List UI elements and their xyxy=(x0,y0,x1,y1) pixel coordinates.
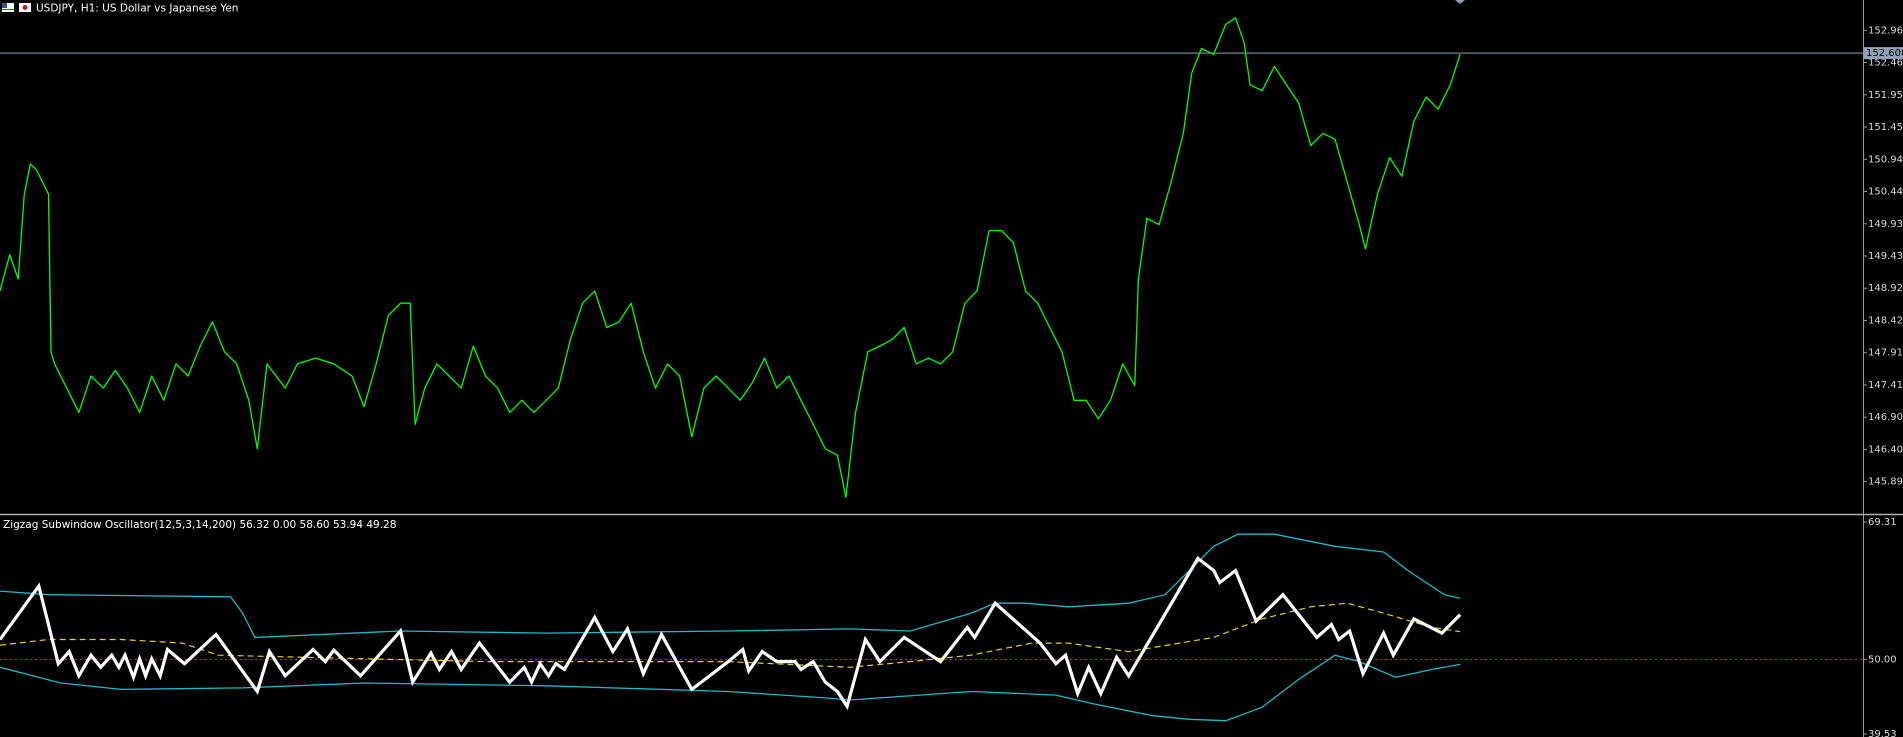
flag-icon-canton xyxy=(2,3,7,8)
indicator-line xyxy=(0,533,1461,639)
y-tick-label: 50.00 xyxy=(1868,654,1897,665)
y-tick-label: 150.945 xyxy=(1868,154,1903,165)
y-tick-label: 146.905 xyxy=(1868,412,1903,423)
y-tick-label: 149.43 xyxy=(1868,251,1903,262)
indicator-line xyxy=(0,654,1461,722)
flag-icon-sun xyxy=(22,5,28,10)
y-tick-label: 148.925 xyxy=(1868,283,1903,294)
indicator-title: Zigzag Subwindow Oscillator(12,5,3,14,20… xyxy=(3,519,396,531)
y-tick-label: 149.935 xyxy=(1868,219,1903,230)
last-price-box xyxy=(1864,47,1903,60)
y-tick-label: 152.965 xyxy=(1868,25,1903,36)
y-tick-label: 146.400 xyxy=(1868,444,1903,455)
flag-icon xyxy=(2,3,14,12)
y-tick-label: 151.45 xyxy=(1868,122,1903,133)
y-tick-label: 147.915 xyxy=(1868,348,1903,359)
price-line xyxy=(0,17,1461,498)
top-marker xyxy=(1455,0,1465,4)
last-price-label: 152.608 xyxy=(1866,48,1903,59)
y-tick-label: 147.41 xyxy=(1868,380,1903,391)
y-tick-label: 152.460 xyxy=(1868,58,1903,69)
y-tick-label: 150.440 xyxy=(1868,187,1903,198)
chart-title: USDJPY, H1: US Dollar vs Japanese Yen xyxy=(36,3,238,15)
y-tick-label: 39.53 xyxy=(1868,729,1897,737)
y-tick-label: 148.420 xyxy=(1868,315,1903,326)
indicator-line xyxy=(0,556,1462,711)
y-tick-label: 151.955 xyxy=(1868,90,1903,101)
y-tick-label: 69.31 xyxy=(1868,517,1897,528)
y-tick-label: 145.895 xyxy=(1868,477,1903,488)
